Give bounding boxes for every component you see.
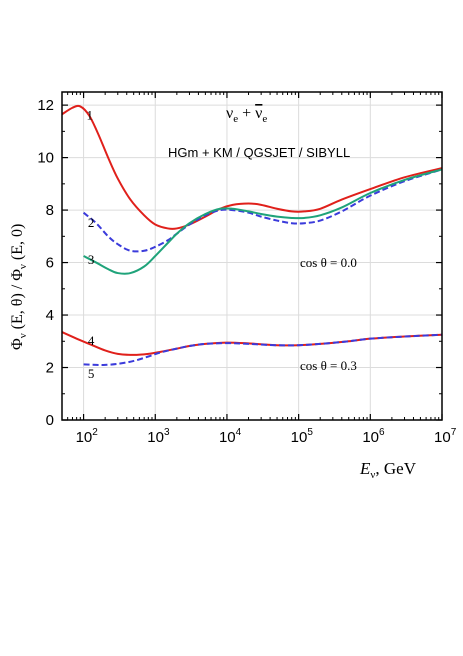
series-label-1: 1 [87,108,94,123]
x-tick-label: 106 [362,427,385,446]
x-axis-symbol: E [359,459,371,478]
y-tick-label: 2 [46,360,54,377]
title-nu: ν [226,105,233,122]
y-tick-label: 0 [46,412,54,429]
title-plus: + [238,105,255,122]
y-axis-arg2: (E, 0) [9,224,26,264]
x-tick-label: 107 [434,427,457,446]
y-tick-label: 6 [46,255,54,272]
title-sub: e [233,113,238,125]
series-label-5: 5 [88,366,95,381]
series-line-5 [83,333,443,366]
grid [62,92,443,420]
y-axis-sub2: ν [17,264,29,269]
x-tick-label: 103 [147,427,170,446]
y-tick-label: 4 [46,307,54,324]
title-sub-bar: e [262,113,267,125]
series-label-4: 4 [88,333,95,348]
y-tick-label: 8 [46,202,54,219]
x-tick-label: 104 [219,427,242,446]
x-axis-unit: , GeV [375,459,416,478]
x-axis-sub: ν [370,469,375,481]
x-tick-label: 102 [76,427,99,446]
plot-frame [61,91,443,421]
y-axis-phi2: Φ [9,269,26,281]
y-axis-sub1: ν [17,333,29,338]
series-label-2: 2 [88,215,95,230]
x-axis-label: Eν, GeV [359,459,417,481]
series-lines [61,104,443,366]
cos-annotation-0: cos θ = 0.0 [300,255,357,270]
model-annotation: HGm + KM / QGSJET / SIBYLL [168,145,350,160]
y-axis-label: Φν (E, θ) / Φν (E, 0) [9,224,29,350]
cos-annotation-3: cos θ = 0.3 [300,358,357,373]
y-axis-arg1: (E, θ) / [9,281,26,334]
y-tick-label: 10 [37,150,54,167]
series-labels: 1 2 3 4 5 [87,108,95,381]
series-line-2 [82,168,443,253]
chart-title: νe + νe [226,105,267,125]
x-tick-label: 105 [291,427,314,446]
series-label-3: 3 [88,252,95,267]
y-axis-phi1: Φ [9,338,26,350]
title-nubar: ν [255,105,262,122]
series-line-3 [83,168,443,275]
y-tick-label: 12 [37,97,54,114]
